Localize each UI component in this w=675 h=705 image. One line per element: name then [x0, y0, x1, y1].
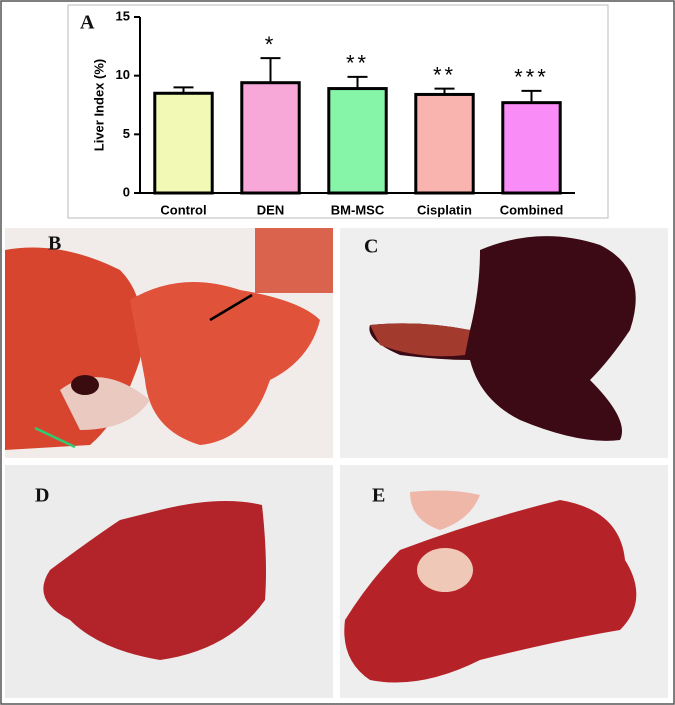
bar — [327, 87, 388, 195]
y-tick-label: 15 — [116, 8, 130, 23]
significance-label: * — [265, 32, 277, 57]
significance-label: *** — [514, 65, 549, 90]
panel-label: C — [364, 236, 378, 258]
photo-c: C — [340, 228, 668, 458]
y-axis-label: Liver Index (%) — [91, 59, 106, 151]
x-tick-label: Combined — [500, 202, 564, 217]
bar — [414, 92, 475, 195]
y-tick-label: 10 — [116, 67, 130, 82]
bar — [501, 101, 562, 195]
y-tick-label: 5 — [123, 126, 130, 141]
significance-label: ** — [346, 51, 369, 76]
y-tick-label: 0 — [123, 184, 130, 199]
photo-e: E — [340, 465, 668, 698]
chart-title: A — [80, 12, 95, 34]
significance-label: ** — [433, 62, 456, 87]
x-tick-label: Control — [160, 202, 206, 217]
photo-b: B — [5, 228, 333, 458]
photo-d: D — [5, 465, 333, 698]
panel-label: E — [372, 485, 385, 507]
x-tick-label: BM-MSC — [331, 202, 385, 217]
panel-label: D — [35, 485, 49, 507]
x-tick-label: Cisplatin — [417, 202, 472, 217]
panel-label: B — [48, 233, 61, 255]
bar — [153, 91, 214, 195]
bar — [240, 81, 301, 195]
x-tick-label: DEN — [257, 202, 284, 217]
